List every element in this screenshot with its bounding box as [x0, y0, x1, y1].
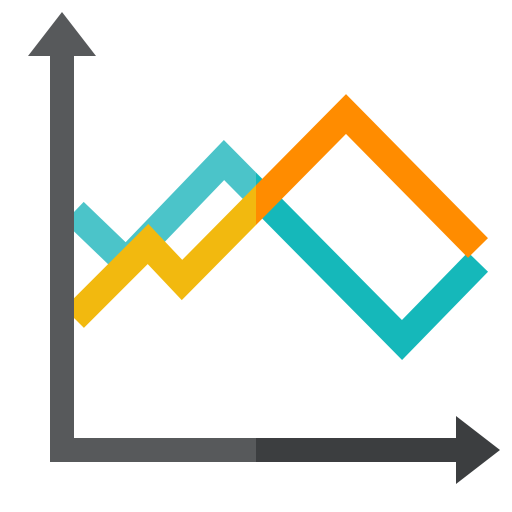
- x-axis-bar-right: [256, 438, 456, 462]
- x-axis-bar-left: [50, 438, 256, 462]
- x-axis-arrow: [456, 416, 500, 484]
- y-axis-arrow: [28, 12, 96, 56]
- y-axis-bar: [50, 56, 74, 462]
- line-chart-icon: [0, 0, 512, 512]
